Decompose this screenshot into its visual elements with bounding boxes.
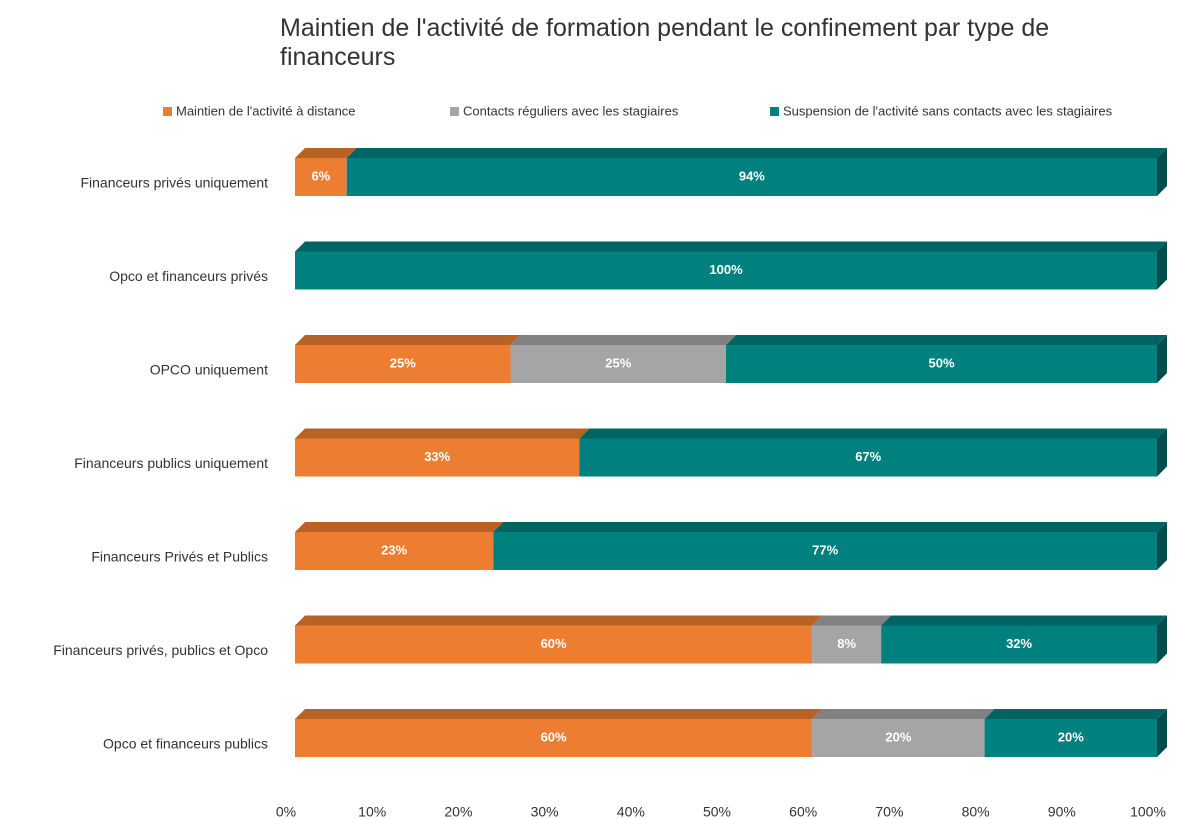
bar-top bbox=[984, 709, 1167, 719]
x-tick-label: 80% bbox=[962, 804, 990, 819]
y-tick-label: Financeurs privés uniquement bbox=[80, 175, 268, 191]
data-label: 33% bbox=[424, 449, 450, 464]
bar-side bbox=[1157, 241, 1167, 290]
bar-top bbox=[510, 335, 736, 345]
y-tick-label: Financeurs privés, publics et Opco bbox=[53, 642, 268, 658]
y-tick-label: Opco et financeurs publics bbox=[103, 736, 268, 752]
bar-side bbox=[1157, 148, 1167, 196]
bar-side bbox=[1157, 709, 1167, 757]
data-label: 77% bbox=[812, 542, 838, 557]
x-tick-label: 30% bbox=[531, 804, 559, 819]
bar bbox=[493, 532, 1157, 570]
y-tick-label: OPCO uniquement bbox=[150, 362, 268, 378]
legend-label: Suspension de l'activité sans contacts a… bbox=[783, 103, 1113, 118]
data-label: 32% bbox=[1006, 636, 1032, 651]
bar bbox=[510, 345, 726, 383]
x-tick-label: 0% bbox=[276, 804, 296, 819]
bar bbox=[812, 625, 882, 664]
legend-swatch bbox=[770, 107, 779, 116]
data-label: 67% bbox=[855, 449, 881, 464]
x-tick-label: 10% bbox=[358, 804, 386, 819]
y-tick-label: Financeurs publics uniquement bbox=[74, 455, 268, 471]
data-label: 60% bbox=[541, 729, 567, 744]
x-tick-label: 70% bbox=[875, 804, 903, 819]
data-label: 6% bbox=[311, 168, 330, 183]
bar-top bbox=[726, 335, 1167, 345]
bar bbox=[295, 625, 813, 664]
legend-swatch bbox=[163, 107, 172, 116]
data-label: 25% bbox=[605, 355, 631, 370]
y-tick-label: Financeurs Privés et Publics bbox=[91, 549, 268, 565]
bar bbox=[295, 438, 580, 477]
legend-swatch bbox=[450, 107, 459, 116]
x-tick-label: 60% bbox=[789, 804, 817, 819]
bar-top bbox=[295, 148, 357, 158]
bar-top bbox=[881, 615, 1167, 626]
bar bbox=[984, 719, 1157, 757]
data-label: 23% bbox=[381, 542, 407, 557]
x-tick-label: 100% bbox=[1130, 804, 1166, 819]
x-tick-label: 90% bbox=[1048, 804, 1076, 819]
data-label: 60% bbox=[541, 636, 567, 651]
bar bbox=[579, 438, 1157, 477]
bar-side bbox=[1157, 335, 1167, 383]
x-tick-label: 50% bbox=[703, 804, 731, 819]
x-tick-label: 40% bbox=[617, 804, 645, 819]
bar-side bbox=[1157, 522, 1167, 570]
bar-top bbox=[295, 428, 590, 439]
bar-top bbox=[812, 615, 892, 626]
legend-label: Maintien de l'activité à distance bbox=[176, 103, 356, 118]
bar bbox=[812, 719, 985, 757]
data-label: 100% bbox=[709, 262, 743, 277]
data-label: 20% bbox=[885, 729, 911, 744]
chart-title: Maintien de l'activité de formation pend… bbox=[280, 14, 1050, 71]
bar bbox=[726, 345, 1157, 383]
bar bbox=[881, 625, 1157, 664]
bar-side bbox=[1157, 428, 1167, 477]
legend-label: Contacts réguliers avec les stagiaires bbox=[463, 103, 679, 118]
bar-top bbox=[579, 428, 1167, 439]
y-tick-label: Opco et financeurs privés bbox=[109, 268, 268, 284]
bar bbox=[295, 158, 347, 196]
bar-side bbox=[1157, 615, 1167, 664]
bar bbox=[295, 719, 813, 757]
bar bbox=[295, 345, 511, 383]
bar-top bbox=[295, 709, 823, 719]
bar bbox=[295, 532, 494, 570]
bar-top bbox=[295, 522, 504, 532]
data-label: 20% bbox=[1058, 729, 1084, 744]
bar-top bbox=[812, 709, 995, 719]
bar bbox=[295, 251, 1157, 290]
bar-top bbox=[493, 522, 1167, 532]
bar bbox=[346, 158, 1158, 196]
bar-top bbox=[295, 241, 1167, 252]
bar-top bbox=[295, 615, 823, 626]
bar-top bbox=[295, 335, 521, 345]
data-label: 25% bbox=[390, 355, 416, 370]
data-label: 50% bbox=[928, 355, 954, 370]
x-tick-label: 20% bbox=[444, 804, 472, 819]
data-label: 8% bbox=[837, 636, 856, 651]
data-label: 94% bbox=[739, 168, 765, 183]
bar-top bbox=[346, 148, 1168, 158]
